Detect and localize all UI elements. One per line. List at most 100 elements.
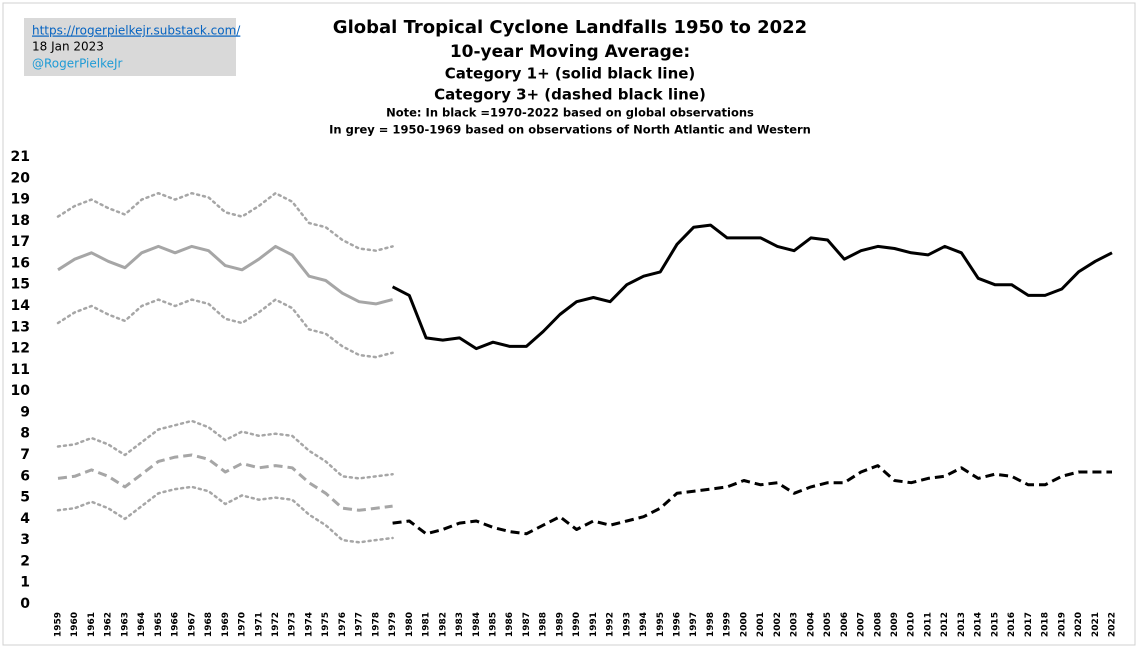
y-tick-label: 5: [20, 490, 30, 506]
source-date: 18 Jan 2023: [32, 40, 104, 54]
y-tick-label: 1: [20, 575, 30, 591]
x-tick-label: 2007: [857, 612, 867, 637]
x-tick-label: 1980: [405, 612, 415, 637]
x-tick-label: 1983: [455, 612, 465, 637]
subtitle: Category 3+ (dashed black line): [434, 86, 706, 104]
x-tick-label: 1971: [254, 612, 264, 637]
x-tick-label: 2001: [756, 612, 766, 637]
x-tick-label: 1978: [371, 612, 381, 637]
x-tick-label: 1997: [689, 612, 699, 637]
x-tick-label: 2022: [1108, 612, 1118, 637]
y-tick-label: 3: [20, 532, 30, 548]
x-tick-label: 1995: [656, 612, 666, 637]
x-tick-label: 2006: [840, 612, 850, 637]
x-tick-label: 1969: [221, 612, 231, 637]
note: Note: In black =1970-2022 based on globa…: [386, 106, 754, 120]
subtitle: 10-year Moving Average:: [450, 42, 690, 62]
x-tick-label: 2018: [1041, 612, 1051, 637]
series-line: [56, 298, 394, 359]
source-handle: @RogerPielkeJr: [32, 57, 123, 71]
x-tick-label: 2017: [1024, 612, 1034, 637]
x-tick-label: 2005: [823, 612, 833, 637]
x-tick-label: 1993: [622, 612, 632, 637]
y-tick-label: 9: [20, 404, 30, 420]
x-tick-label: 2013: [957, 612, 967, 637]
x-tick-label: 2016: [1007, 612, 1017, 637]
x-tick-label: 1987: [522, 612, 532, 637]
x-tick-label: 1981: [422, 612, 432, 637]
x-tick-label: 2009: [890, 612, 900, 637]
subtitle: Category 1+ (solid black line): [445, 65, 696, 83]
series-line: [391, 223, 1113, 351]
y-tick-label: 16: [11, 255, 30, 271]
source-link[interactable]: https://rogerpielkejr.substack.com/: [32, 24, 241, 38]
x-tick-label: 1963: [120, 612, 130, 637]
x-tick-label: 1990: [572, 612, 582, 637]
y-tick-label: 19: [11, 192, 30, 208]
x-tick-label: 1999: [723, 612, 733, 637]
x-tick-label: 1973: [288, 612, 298, 637]
series-line: [392, 464, 1112, 536]
y-tick-label: 21: [11, 149, 30, 165]
x-tick-label: 1977: [355, 612, 365, 637]
y-tick-label: 12: [11, 341, 30, 357]
x-tick-label: 1966: [171, 612, 181, 637]
x-tick-label: 1972: [271, 612, 281, 637]
x-tick-label: 2012: [940, 612, 950, 637]
x-tick-label: 1985: [488, 612, 498, 637]
y-tick-label: 0: [20, 596, 30, 612]
x-tick-label: 2000: [739, 612, 749, 637]
y-tick-label: 18: [11, 213, 30, 229]
y-tick-label: 15: [11, 277, 30, 293]
x-tick-label: 2014: [974, 612, 984, 637]
y-tick-label: 7: [20, 447, 30, 463]
x-tick-label: 2019: [1057, 612, 1067, 637]
x-tick-label: 2021: [1091, 612, 1101, 637]
x-tick-label: 1968: [204, 612, 214, 637]
series-line: [56, 485, 394, 544]
y-tick-label: 13: [11, 319, 30, 335]
y-tick-label: 6: [20, 468, 30, 484]
series-line: [56, 419, 394, 480]
x-tick-label: 1975: [321, 612, 331, 637]
note: In grey = 1950-1969 based on observation…: [329, 123, 811, 137]
x-tick-label: 1962: [104, 612, 114, 637]
y-tick-label: 4: [20, 511, 30, 527]
y-tick-label: 8: [20, 426, 30, 442]
x-tick-label: 2020: [1074, 612, 1084, 637]
x-tick-label: 2004: [806, 612, 816, 637]
x-tick-label: 1959: [54, 612, 64, 637]
x-tick-label: 1960: [70, 612, 80, 637]
series-line: [57, 244, 393, 306]
x-tick-label: 2008: [873, 612, 883, 637]
chart-title: Global Tropical Cyclone Landfalls 1950 t…: [333, 17, 807, 38]
x-tick-label: 1964: [137, 612, 147, 637]
y-tick-label: 17: [11, 234, 30, 250]
y-tick-label: 14: [11, 298, 31, 314]
x-tick-label: 1974: [304, 612, 314, 637]
x-tick-label: 2002: [773, 612, 783, 637]
x-tick-label: 2015: [990, 612, 1000, 637]
x-tick-label: 2011: [923, 612, 933, 637]
x-tick-label: 1967: [187, 612, 197, 637]
series-line: [56, 191, 394, 252]
source-box: [24, 18, 236, 76]
x-tick-label: 1961: [87, 612, 97, 637]
x-tick-label: 1984: [472, 612, 482, 637]
series-line: [57, 453, 393, 512]
x-tick-label: 2010: [907, 612, 917, 637]
x-tick-label: 1979: [388, 612, 398, 637]
x-tick-label: 1989: [555, 612, 565, 637]
x-tick-label: 1970: [238, 612, 248, 637]
x-tick-label: 1992: [606, 612, 616, 637]
x-tick-label: 1986: [505, 612, 515, 637]
x-tick-label: 1991: [589, 612, 599, 637]
y-tick-label: 2: [20, 553, 30, 569]
x-tick-label: 1965: [154, 612, 164, 637]
y-tick-label: 20: [11, 170, 31, 186]
x-tick-label: 1998: [706, 612, 716, 637]
x-tick-label: 1976: [338, 612, 348, 637]
x-tick-label: 1994: [639, 612, 649, 637]
